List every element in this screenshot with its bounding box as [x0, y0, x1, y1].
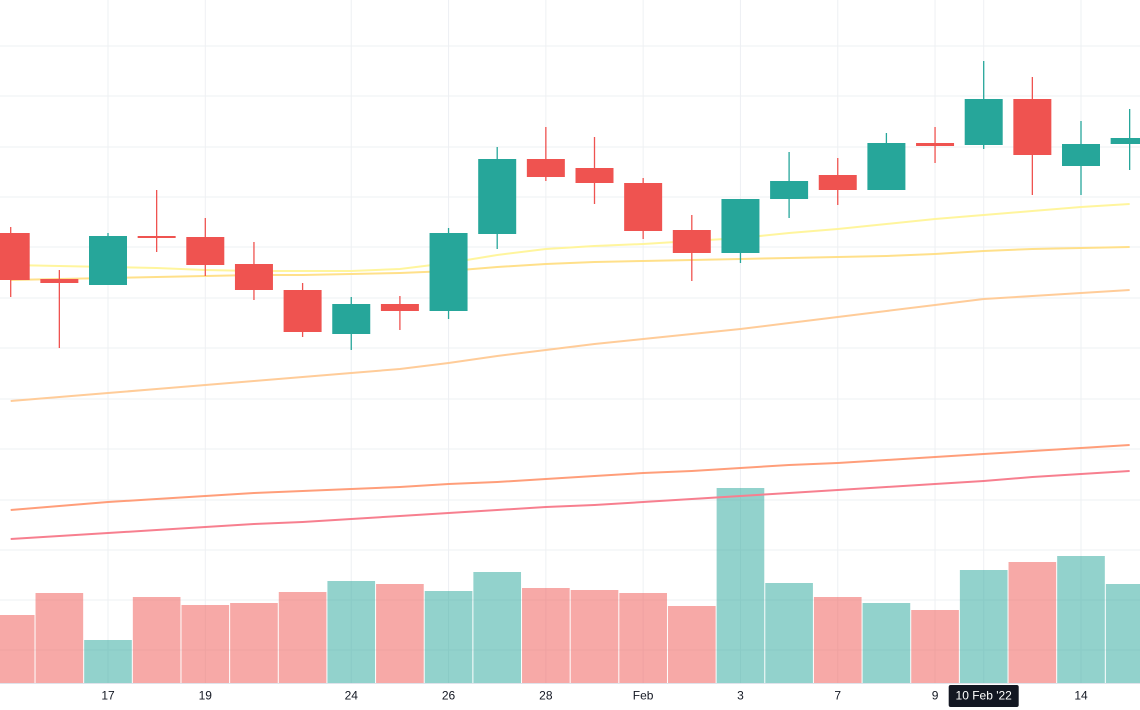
- x-tick-label: 28: [539, 689, 553, 703]
- candle-body: [137, 236, 176, 238]
- candle-body: [332, 304, 371, 334]
- candle-body: [770, 181, 809, 199]
- moving-average-line: [10, 470, 1130, 540]
- candle-body: [916, 143, 955, 146]
- moving-average-line: [10, 289, 1130, 402]
- volume-bar: [327, 581, 376, 683]
- candle-body: [429, 233, 468, 311]
- volume-bar: [522, 588, 570, 683]
- moving-average-line: [10, 246, 1130, 281]
- candle-body: [89, 236, 127, 285]
- x-tick-label: 26: [442, 689, 456, 703]
- volume-layer: [0, 488, 1140, 683]
- candle-body: [721, 199, 760, 253]
- volume-bar: [1008, 562, 1057, 683]
- volume-bar: [0, 615, 35, 683]
- volume-bar: [132, 597, 181, 683]
- volume-bar: [35, 593, 84, 683]
- candle-body: [283, 290, 322, 332]
- candle-body: [380, 304, 419, 311]
- volume-bar: [181, 605, 230, 683]
- x-tick-label: 3: [737, 689, 744, 703]
- volume-bar: [376, 584, 424, 683]
- candle-body: [526, 159, 565, 177]
- x-tick-label: 24: [345, 689, 359, 703]
- x-tick-label: 14: [1074, 689, 1088, 703]
- volume-bar: [765, 583, 813, 683]
- candle-body: [0, 233, 30, 280]
- candle-body: [478, 159, 517, 234]
- candle-body: [867, 143, 906, 190]
- volume-bar: [1057, 556, 1105, 683]
- candle-body: [186, 237, 225, 265]
- volume-bar: [862, 603, 911, 683]
- volume-bar: [959, 570, 1008, 683]
- candle-body: [964, 99, 1003, 145]
- candle-body: [1062, 144, 1100, 166]
- volume-bar: [716, 488, 765, 683]
- volume-bar: [1105, 584, 1140, 683]
- crosshair-label: 10 Feb '22: [956, 689, 1013, 703]
- candle-body: [575, 168, 614, 183]
- volume-bar: [473, 572, 522, 683]
- candle-body: [1013, 99, 1052, 155]
- volume-bar: [911, 610, 959, 683]
- moving-average-line: [10, 444, 1130, 511]
- candle-body: [1110, 138, 1140, 144]
- crosshair-label-box: [948, 685, 1019, 707]
- candle-body: [40, 279, 79, 283]
- moving-average-line: [10, 203, 1130, 272]
- volume-bar: [667, 606, 716, 683]
- volume-bar: [230, 603, 278, 683]
- candle-body: [234, 264, 273, 290]
- volume-bar: [619, 593, 667, 683]
- volume-bar: [813, 597, 862, 683]
- x-tick-label: 19: [199, 689, 213, 703]
- x-tick-label: Feb: [633, 689, 654, 703]
- volume-bar: [570, 590, 619, 683]
- candle-body: [624, 183, 663, 231]
- volume-bar: [84, 640, 132, 683]
- x-tick-label: 17: [101, 689, 115, 703]
- candle-body: [672, 230, 711, 253]
- x-tick-label: 7: [834, 689, 841, 703]
- volume-bar: [278, 592, 327, 683]
- volume-bar: [424, 591, 473, 683]
- x-tick-label: 9: [932, 689, 939, 703]
- candle-body: [818, 175, 857, 190]
